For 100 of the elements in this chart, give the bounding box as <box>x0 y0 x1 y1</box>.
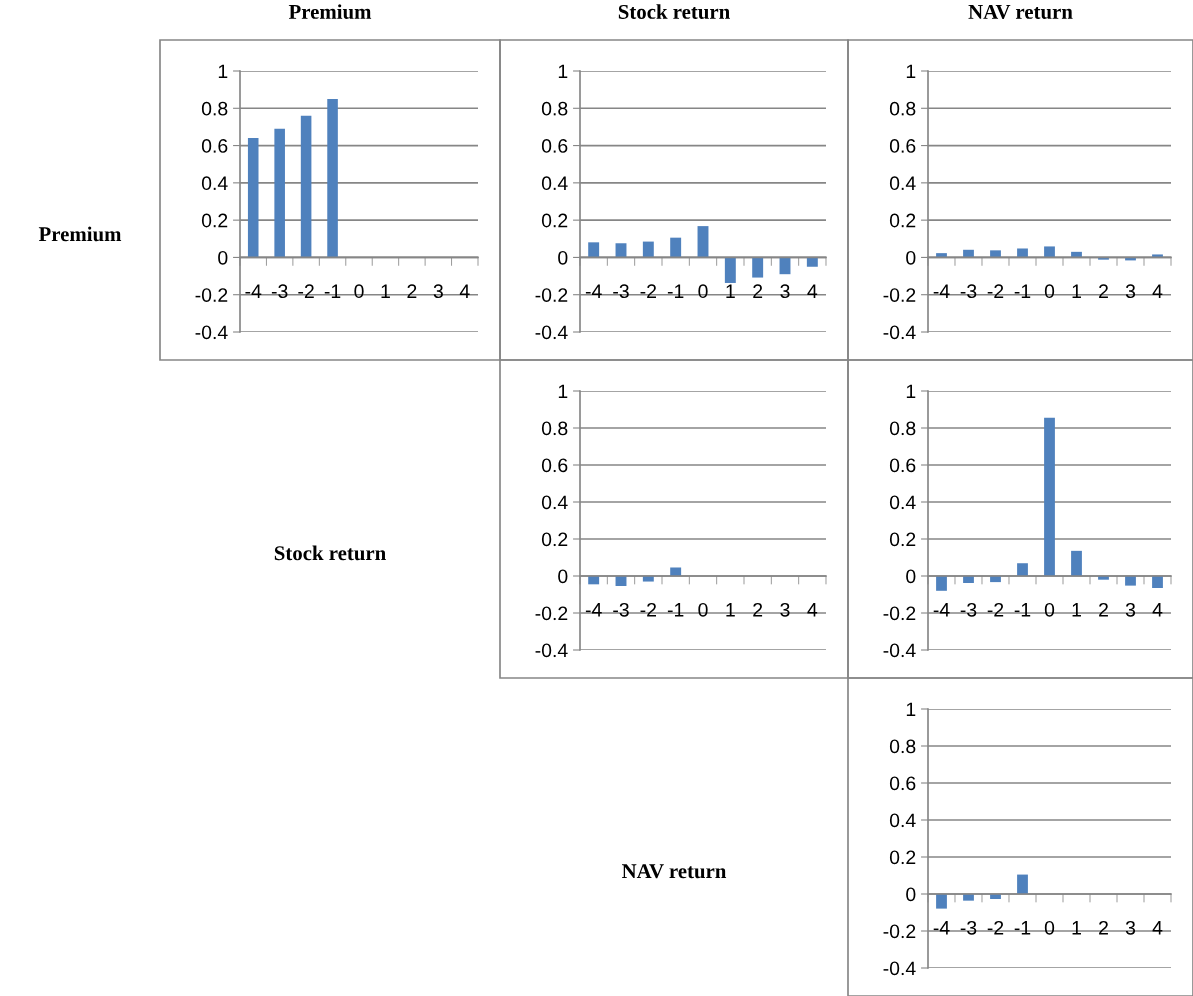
bar <box>274 128 285 258</box>
y-tick-label: 0.8 <box>889 101 916 116</box>
x-tick-label: 0 <box>698 602 708 617</box>
y-tick-label: 0.2 <box>201 213 228 228</box>
x-tick-label: -4 <box>245 284 262 298</box>
x-tick-label: 4 <box>807 603 818 617</box>
y-tick-label: 0.8 <box>541 101 568 116</box>
y-tick-label: 0 <box>906 569 916 584</box>
x-tick-label: 1 <box>1072 284 1081 298</box>
chart-title: Stock return <box>618 4 730 19</box>
x-tick-label: 3 <box>1125 602 1136 617</box>
bar <box>670 237 682 258</box>
x-tick-label: 2 <box>407 284 417 298</box>
bar <box>806 257 818 267</box>
x-tick-label: -2 <box>298 284 314 298</box>
y-tick-label: 0 <box>906 887 916 902</box>
y-tick-label: 0.2 <box>889 850 916 865</box>
bar <box>1017 563 1028 576</box>
x-tick-label: 4 <box>1152 921 1163 935</box>
y-axis-title: Premium <box>38 226 122 242</box>
bar <box>300 115 312 258</box>
x-tick-label: -4 <box>933 603 950 617</box>
x-tick-label: -4 <box>933 921 950 935</box>
x-tick-label: -1 <box>1014 603 1031 617</box>
y-tick-label: 0.4 <box>201 176 228 191</box>
x-tick-label: -2 <box>987 602 1004 617</box>
x-tick-label: -3 <box>613 602 629 617</box>
x-tick-label: 1 <box>726 603 735 617</box>
y-tick-label: 0.4 <box>541 495 568 510</box>
y-tick-label: 0.2 <box>541 213 568 228</box>
y-tick-label: -0.4 <box>883 961 916 976</box>
x-tick-label: 2 <box>753 284 763 298</box>
x-tick-label: -1 <box>1014 921 1031 935</box>
x-tick-label: -4 <box>585 284 602 298</box>
y-tick-label: 0.6 <box>889 776 916 791</box>
y-tick-label: 0 <box>218 250 228 265</box>
y-axis-title: NAV return <box>622 864 727 879</box>
x-tick-label: 2 <box>1099 920 1108 935</box>
y-tick-label: -0.4 <box>195 325 228 340</box>
y-tick-label: 1 <box>906 64 916 79</box>
y-tick-label: 0.6 <box>201 139 228 153</box>
y-tick-label: 0.4 <box>889 813 916 828</box>
x-tick-label: 2 <box>753 602 763 617</box>
x-tick-label: 4 <box>1152 284 1163 298</box>
y-tick-label: 1 <box>218 64 228 79</box>
x-tick-label: -3 <box>960 920 977 935</box>
y-tick-label: -0.2 <box>535 288 568 302</box>
y-tick-label: 0.6 <box>541 458 568 473</box>
y-tick-label: 1 <box>558 384 568 399</box>
y-tick-label: 0.6 <box>541 139 568 153</box>
x-tick-label: 4 <box>807 284 818 298</box>
y-tick-label: -0.2 <box>883 924 916 939</box>
chart-title: Premium <box>288 4 372 19</box>
bar <box>697 226 709 258</box>
x-tick-label: 3 <box>780 284 790 299</box>
x-tick-label: 1 <box>1072 921 1081 935</box>
x-tick-label: 3 <box>433 284 443 299</box>
y-tick-label: -0.2 <box>535 606 568 621</box>
x-tick-label: 0 <box>1044 602 1055 617</box>
x-tick-label: 1 <box>1072 603 1081 617</box>
y-tick-label: -0.4 <box>535 643 568 658</box>
y-tick-label: 0.8 <box>201 101 228 116</box>
y-tick-label: 1 <box>906 384 916 399</box>
y-tick-label: 0.4 <box>889 176 916 191</box>
x-tick-label: -4 <box>585 603 602 617</box>
bar <box>1017 248 1028 258</box>
x-tick-label: -3 <box>960 284 977 299</box>
bar <box>1044 246 1055 258</box>
bar <box>752 257 764 278</box>
x-tick-label: -4 <box>933 284 950 298</box>
x-tick-label: -2 <box>640 284 656 298</box>
y-tick-label: -0.2 <box>195 288 228 302</box>
bar <box>327 98 338 258</box>
bar <box>642 241 654 258</box>
bar <box>1152 254 1163 258</box>
y-tick-label: 0.2 <box>541 532 568 547</box>
x-tick-label: 1 <box>381 284 390 298</box>
x-tick-label: 0 <box>354 284 364 299</box>
x-tick-label: -1 <box>324 284 341 298</box>
x-tick-label: 3 <box>1125 920 1136 935</box>
x-tick-label: -3 <box>271 284 288 299</box>
y-tick-label: 0.2 <box>889 213 916 228</box>
y-tick-label: 0.4 <box>889 495 916 510</box>
y-tick-label: -0.4 <box>535 325 568 340</box>
x-tick-label: 3 <box>780 602 790 617</box>
y-tick-label: 0.6 <box>889 139 916 153</box>
x-tick-label: 2 <box>1099 284 1108 298</box>
x-tick-label: -3 <box>960 602 977 617</box>
bar <box>936 253 947 258</box>
y-tick-label: 0.4 <box>541 176 568 191</box>
bar <box>1098 257 1109 260</box>
x-tick-label: -2 <box>987 920 1004 935</box>
y-tick-label: -0.4 <box>883 643 916 658</box>
bar <box>1071 251 1082 258</box>
y-tick-label: -0.2 <box>883 288 916 302</box>
y-tick-label: 0.6 <box>889 458 916 473</box>
bar <box>615 243 627 258</box>
x-tick-label: -1 <box>667 603 684 617</box>
y-tick-label: 0.8 <box>889 739 916 754</box>
y-axis-title: Stock return <box>274 545 386 561</box>
